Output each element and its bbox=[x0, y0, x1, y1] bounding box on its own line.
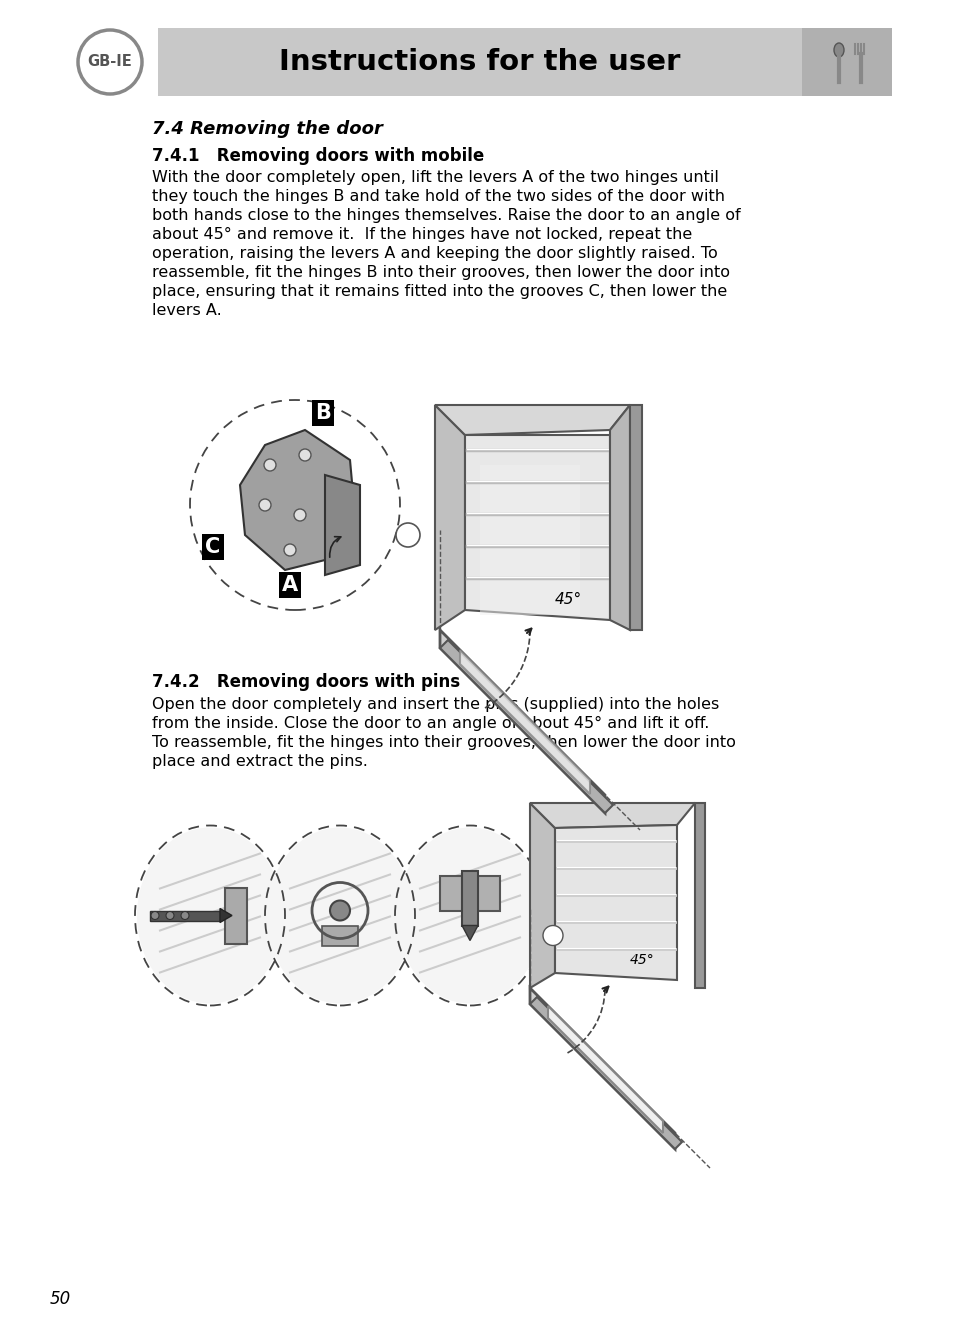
Circle shape bbox=[298, 449, 311, 461]
Circle shape bbox=[330, 900, 350, 921]
Text: Open the door completely and insert the pins (supplied) into the holes: Open the door completely and insert the … bbox=[152, 697, 719, 712]
Circle shape bbox=[395, 522, 419, 546]
Bar bbox=[801, 28, 891, 96]
Text: 45°: 45° bbox=[555, 592, 581, 608]
Polygon shape bbox=[464, 436, 609, 620]
Polygon shape bbox=[439, 640, 613, 814]
Circle shape bbox=[151, 911, 159, 919]
Polygon shape bbox=[461, 926, 477, 941]
Bar bbox=[439, 875, 499, 911]
Text: 45°: 45° bbox=[629, 953, 654, 967]
Text: 7.4.2   Removing doors with pins: 7.4.2 Removing doors with pins bbox=[152, 673, 459, 691]
Text: place and extract the pins.: place and extract the pins. bbox=[152, 754, 368, 770]
Polygon shape bbox=[530, 803, 695, 828]
Bar bbox=[225, 887, 247, 943]
Text: levers A.: levers A. bbox=[152, 303, 221, 318]
Ellipse shape bbox=[833, 43, 843, 57]
Polygon shape bbox=[609, 405, 629, 631]
Circle shape bbox=[294, 509, 306, 521]
Polygon shape bbox=[325, 476, 359, 574]
Bar bbox=[629, 405, 641, 631]
Ellipse shape bbox=[137, 827, 283, 1003]
Ellipse shape bbox=[396, 827, 542, 1003]
Text: from the inside. Close the door to an angle of about 45° and lift it off.: from the inside. Close the door to an an… bbox=[152, 716, 709, 731]
Text: both hands close to the hinges themselves. Raise the door to an angle of: both hands close to the hinges themselve… bbox=[152, 208, 740, 223]
Circle shape bbox=[258, 500, 271, 510]
Text: GB-IE: GB-IE bbox=[88, 55, 132, 69]
Polygon shape bbox=[435, 405, 629, 436]
Text: With the door completely open, lift the levers A of the two hinges until: With the door completely open, lift the … bbox=[152, 170, 719, 184]
Text: A: A bbox=[282, 574, 297, 595]
Text: reassemble, fit the hinges B into their grooves, then lower the door into: reassemble, fit the hinges B into their … bbox=[152, 265, 729, 281]
Polygon shape bbox=[240, 430, 355, 570]
Ellipse shape bbox=[267, 827, 413, 1003]
Polygon shape bbox=[459, 651, 589, 794]
Polygon shape bbox=[555, 826, 677, 981]
Text: they touch the hinges B and take hold of the two sides of the door with: they touch the hinges B and take hold of… bbox=[152, 188, 724, 204]
Text: operation, raising the levers A and keeping the door slightly raised. To: operation, raising the levers A and keep… bbox=[152, 246, 717, 261]
Bar bbox=[695, 803, 704, 989]
Text: To reassemble, fit the hinges into their grooves, then lower the door into: To reassemble, fit the hinges into their… bbox=[152, 735, 735, 749]
Circle shape bbox=[166, 911, 173, 919]
Polygon shape bbox=[547, 1006, 662, 1133]
Bar bbox=[461, 871, 477, 926]
Text: 7.4 Removing the door: 7.4 Removing the door bbox=[152, 120, 382, 138]
Polygon shape bbox=[530, 997, 681, 1149]
Circle shape bbox=[264, 460, 275, 472]
Polygon shape bbox=[530, 803, 555, 989]
Polygon shape bbox=[530, 989, 675, 1149]
Text: Instructions for the user: Instructions for the user bbox=[279, 48, 680, 76]
Polygon shape bbox=[220, 908, 232, 922]
Circle shape bbox=[181, 911, 189, 919]
Bar bbox=[158, 28, 801, 96]
Bar bbox=[150, 911, 220, 921]
Text: B: B bbox=[314, 403, 331, 424]
Circle shape bbox=[542, 926, 562, 946]
Text: 50: 50 bbox=[50, 1291, 71, 1308]
Text: C: C bbox=[205, 537, 220, 557]
Text: 7.4.1   Removing doors with mobile: 7.4.1 Removing doors with mobile bbox=[152, 147, 484, 166]
Bar bbox=[322, 926, 357, 946]
Polygon shape bbox=[435, 405, 464, 631]
Text: about 45° and remove it.  If the hinges have not locked, repeat the: about 45° and remove it. If the hinges h… bbox=[152, 227, 692, 242]
Circle shape bbox=[284, 544, 295, 556]
Bar bbox=[479, 465, 579, 615]
Text: place, ensuring that it remains fitted into the grooves C, then lower the: place, ensuring that it remains fitted i… bbox=[152, 285, 726, 299]
Polygon shape bbox=[439, 631, 604, 814]
